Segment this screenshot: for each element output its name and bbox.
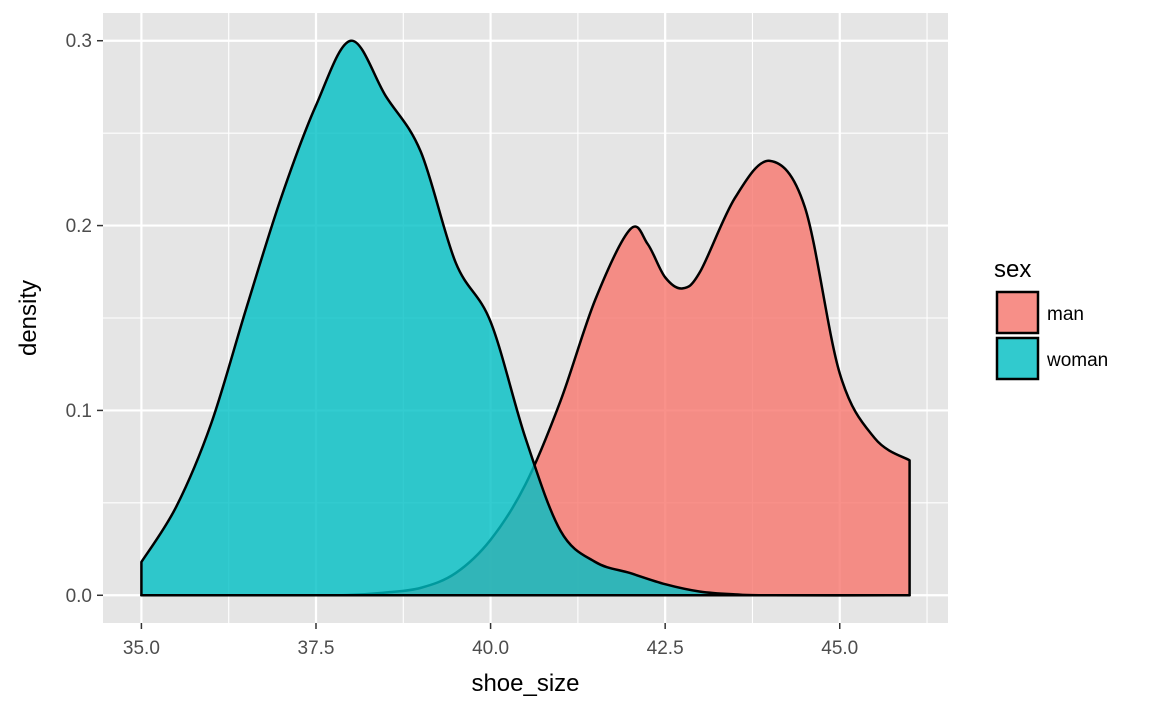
legend-label-woman: woman — [1046, 350, 1108, 371]
legend-key-man — [995, 290, 1040, 335]
y-tick-label: 0.1 — [66, 401, 92, 422]
y-axis: 0.0 0.1 0.2 0.3 — [66, 31, 103, 607]
legend-title: sex — [994, 256, 1031, 283]
y-axis-title: density — [15, 280, 42, 356]
legend: sex man woman — [994, 256, 1108, 381]
x-tick-label: 45.0 — [821, 638, 858, 659]
x-tick-label: 37.5 — [298, 638, 335, 659]
x-tick-label: 40.0 — [472, 638, 509, 659]
x-axis: 35.0 37.5 40.0 42.5 45.0 — [123, 623, 858, 659]
legend-label-man: man — [1047, 304, 1084, 325]
y-tick-label: 0.0 — [66, 586, 92, 607]
x-axis-title: shoe_size — [471, 670, 579, 697]
y-tick-label: 0.2 — [66, 216, 92, 237]
legend-items: man woman — [995, 290, 1108, 381]
x-tick-label: 35.0 — [123, 638, 160, 659]
x-tick-label: 42.5 — [647, 638, 684, 659]
density-area-woman — [140, 39, 911, 597]
legend-key-woman — [995, 336, 1040, 381]
y-tick-label: 0.3 — [66, 31, 92, 52]
density-areas — [140, 39, 911, 597]
